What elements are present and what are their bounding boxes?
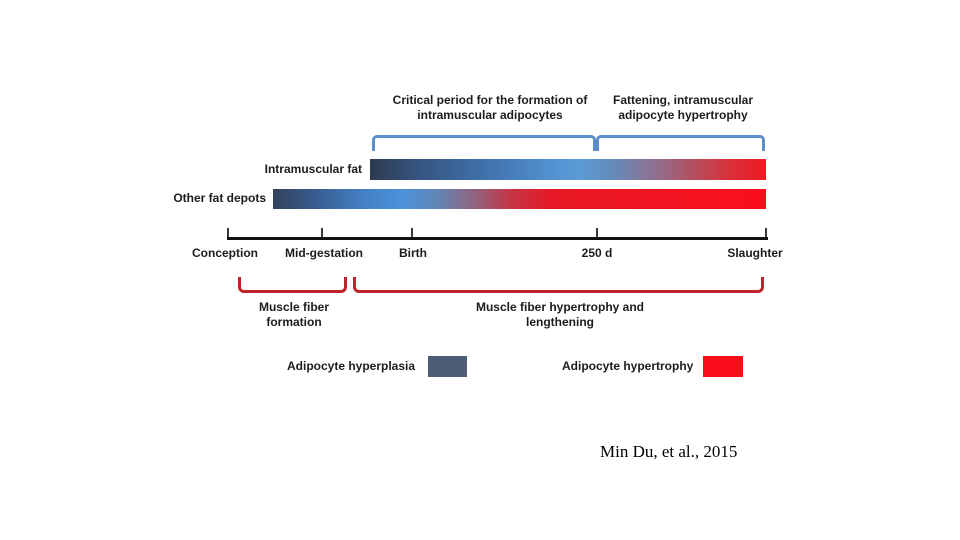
top-bracket-right [596,135,765,151]
bar-other-fat-depots [273,189,766,209]
tick-conception [227,228,229,237]
legend-label-hyperplasia: Adipocyte hyperplasia [287,359,416,373]
annotation-line: Fattening, intramuscular [612,93,754,107]
legend-swatch-hypertrophy [703,356,743,377]
phase-label-line: Muscle fiber hypertrophy and [475,300,645,314]
bar-label-other-fat-depots: Other fat depots [173,191,266,205]
annotation-line: Critical period for the formation of [392,93,588,107]
tick-label-conception: Conception [192,246,258,260]
tick-label-mid-gestation: Mid-gestation [285,246,363,260]
tick-birth [411,228,413,237]
phase-bracket-formation [238,277,347,293]
phase-bracket-hypertrophy [353,277,764,293]
bar-label-intramuscular-fat: Intramuscular fat [264,162,362,176]
phase-label-line: Muscle fiber [258,300,330,314]
legend-swatch-hyperplasia [428,356,467,377]
timeline-axis [227,237,768,240]
top-bracket-left [372,135,596,151]
tick-label-slaughter: Slaughter [727,246,783,260]
annotation-fattening: Fattening, intramuscular adipocyte hyper… [598,93,768,123]
phase-label-line: formation [266,315,322,329]
tick-label-birth: Birth [399,246,427,260]
annotation-critical-period: Critical period for the formation of int… [380,93,600,123]
citation: Min Du, et al., 2015 [600,442,738,461]
tick-250d [596,228,598,237]
annotation-line: adipocyte hypertrophy [618,108,748,122]
phase-label-formation: Muscle fiber formation [214,300,374,330]
tick-mid-gestation [321,228,323,237]
tick-label-250d: 250 d [581,246,613,260]
phase-label-hypertrophy: Muscle fiber hypertrophy and lengthening [400,300,720,330]
phase-label-line: lengthening [526,315,594,329]
legend-label-hypertrophy: Adipocyte hypertrophy [562,359,694,373]
tick-slaughter [765,228,767,237]
annotation-line: intramuscular adipocytes [417,108,563,122]
bar-intramuscular-fat [370,159,766,180]
